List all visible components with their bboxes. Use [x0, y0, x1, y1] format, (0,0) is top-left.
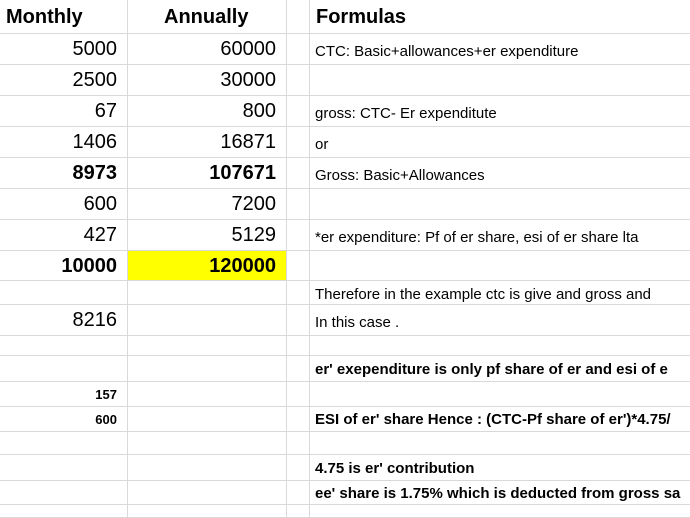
formula-cell[interactable] — [310, 382, 690, 407]
empty-cell[interactable] — [287, 356, 310, 382]
monthly-cell[interactable]: 157 — [0, 382, 128, 407]
formula-cell[interactable]: Gross: Basic+Allowances — [315, 166, 485, 184]
header-annually[interactable]: Annually — [128, 0, 287, 34]
table-row: 8216 In this case . — [0, 305, 690, 336]
monthly-cell[interactable]: 8973 — [0, 158, 128, 189]
monthly-cell[interactable]: 2500 — [0, 65, 128, 96]
annually-cell[interactable] — [128, 336, 287, 356]
table-row: 5000 60000 CTC: Basic+allowances+er expe… — [0, 34, 690, 65]
annually-cell[interactable] — [128, 407, 287, 432]
table-row: er' exependiture is only pf share of er … — [0, 356, 690, 382]
monthly-cell[interactable] — [0, 281, 128, 305]
formula-cell[interactable]: or — [315, 135, 329, 153]
monthly-cell[interactable] — [0, 336, 128, 356]
empty-cell[interactable] — [287, 189, 310, 220]
annually-cell[interactable] — [128, 455, 287, 481]
table-row — [0, 505, 690, 518]
empty-cell[interactable] — [287, 251, 310, 281]
annually-cell[interactable]: 60000 — [128, 34, 287, 65]
formula-cell[interactable]: ESI of er' share Hence : (CTC-Pf share o… — [315, 411, 671, 428]
annually-cell[interactable] — [128, 382, 287, 407]
empty-cell[interactable] — [287, 0, 310, 34]
monthly-cell[interactable]: 600 — [0, 189, 128, 220]
empty-cell[interactable] — [287, 382, 310, 407]
empty-cell[interactable] — [287, 96, 310, 127]
empty-cell[interactable] — [287, 127, 310, 158]
table-row: 2500 30000 — [0, 65, 690, 96]
header-row: Monthly Annually Formulas — [0, 0, 690, 34]
empty-cell[interactable] — [0, 505, 128, 518]
monthly-cell[interactable] — [0, 481, 128, 505]
empty-cell[interactable] — [287, 158, 310, 189]
table-row: Therefore in the example ctc is give and… — [0, 281, 690, 305]
table-row: 157 — [0, 382, 690, 407]
header-formulas[interactable]: Formulas — [316, 5, 407, 28]
annually-cell[interactable]: 5129 — [128, 220, 287, 251]
monthly-cell[interactable] — [0, 432, 128, 455]
table-row — [0, 336, 690, 356]
formula-cell[interactable] — [310, 251, 690, 281]
monthly-cell[interactable] — [0, 356, 128, 382]
table-row: 427 5129 *er expenditure: Pf of er share… — [0, 220, 690, 251]
annually-cell[interactable] — [128, 432, 287, 455]
monthly-cell[interactable]: 8216 — [0, 305, 128, 336]
formula-cell[interactable] — [310, 432, 690, 455]
formula-cell[interactable]: *er expenditure: Pf of er share, esi of … — [315, 228, 639, 246]
empty-cell[interactable] — [287, 336, 310, 356]
table-row: 600 ESI of er' share Hence : (CTC-Pf sha… — [0, 407, 690, 432]
empty-cell[interactable] — [287, 65, 310, 96]
formula-cell[interactable]: gross: CTC- Er expenditute — [315, 104, 497, 122]
formula-cell[interactable]: In this case . — [315, 313, 400, 331]
monthly-cell[interactable]: 1406 — [0, 127, 128, 158]
monthly-cell[interactable] — [0, 455, 128, 481]
empty-cell[interactable] — [287, 505, 310, 518]
annually-cell[interactable]: 30000 — [128, 65, 287, 96]
header-monthly[interactable]: Monthly — [0, 0, 128, 34]
monthly-cell[interactable]: 5000 — [0, 34, 128, 65]
formula-cell[interactable]: CTC: Basic+allowances+er expenditure — [315, 42, 579, 60]
table-row: 4.75 is er' contribution — [0, 455, 690, 481]
formula-cell[interactable] — [310, 336, 690, 356]
table-row — [0, 432, 690, 455]
annually-total-cell-highlighted[interactable]: 120000 — [128, 251, 287, 281]
empty-cell[interactable] — [287, 481, 310, 505]
empty-cell[interactable] — [287, 305, 310, 336]
empty-cell[interactable] — [128, 505, 287, 518]
formula-cell[interactable]: er' exependiture is only pf share of er … — [315, 360, 668, 378]
empty-cell[interactable] — [287, 34, 310, 65]
empty-cell[interactable] — [287, 432, 310, 455]
annually-cell[interactable]: 800 — [128, 96, 287, 127]
empty-cell[interactable] — [287, 407, 310, 432]
annually-cell[interactable]: 16871 — [128, 127, 287, 158]
annually-cell[interactable]: 107671 — [128, 158, 287, 189]
formula-cell[interactable]: ee' share is 1.75% which is deducted fro… — [315, 484, 681, 502]
table-row: ee' share is 1.75% which is deducted fro… — [0, 481, 690, 505]
empty-cell[interactable] — [310, 505, 690, 518]
annually-cell[interactable] — [128, 481, 287, 505]
monthly-cell[interactable]: 600 — [0, 407, 128, 432]
empty-cell[interactable] — [287, 220, 310, 251]
table-row: 600 7200 — [0, 189, 690, 220]
annually-cell[interactable] — [128, 356, 287, 382]
formula-cell[interactable] — [310, 65, 690, 96]
empty-cell[interactable] — [287, 281, 310, 305]
formula-cell[interactable]: 4.75 is er' contribution — [315, 459, 475, 477]
empty-cell[interactable] — [287, 455, 310, 481]
monthly-cell[interactable]: 67 — [0, 96, 128, 127]
table-row: 10000 120000 — [0, 251, 690, 281]
formula-cell[interactable]: Therefore in the example ctc is give and… — [315, 286, 652, 303]
monthly-cell[interactable]: 427 — [0, 220, 128, 251]
annually-cell[interactable] — [128, 305, 287, 336]
table-row: 1406 16871 or — [0, 127, 690, 158]
table-row: 8973 107671 Gross: Basic+Allowances — [0, 158, 690, 189]
table-row: 67 800 gross: CTC- Er expenditute — [0, 96, 690, 127]
monthly-total-cell[interactable]: 10000 — [0, 251, 128, 281]
annually-cell[interactable]: 7200 — [128, 189, 287, 220]
annually-cell[interactable] — [128, 281, 287, 305]
formula-cell[interactable] — [310, 189, 690, 220]
